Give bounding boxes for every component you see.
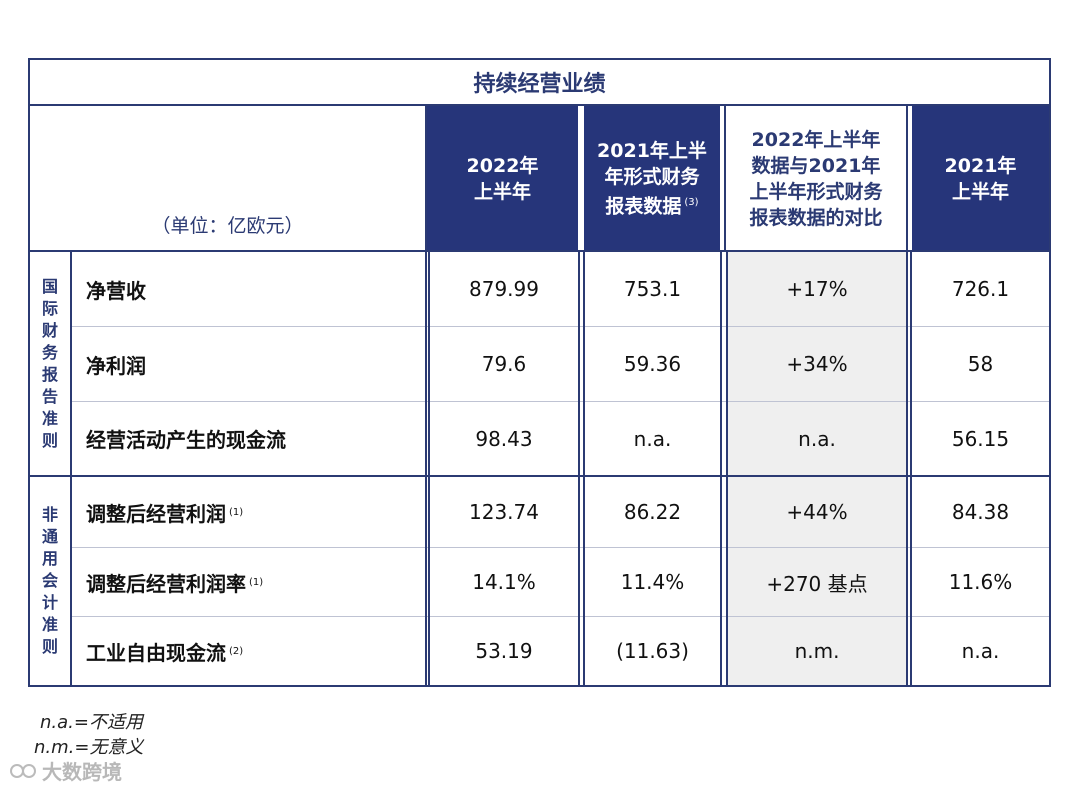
row-label-operating-cash-flow: 经营活动产生的现金流 [86,428,286,452]
cell-value: 879.99 [469,277,539,301]
cell-value: n.a. [961,639,1000,663]
row-footnote: (1) [249,576,264,588]
footnote-nm: n.m.=无意义 [34,737,144,758]
row-footnote: (2) [229,645,244,657]
cell-value: n.a. [798,426,836,451]
row-label-adjusted-operating-profit: 调整后经营利润 (1) [86,501,244,526]
cell-value: 14.1% [472,570,536,594]
watermark: 大数跨境 [10,756,122,785]
header-h1-2021-proforma: 2021年上半 年形式财务 报表数据 (3) [584,106,720,252]
cell-value: (11.63) [616,639,689,663]
header-comparison: 2022年上半年 数据与2021年 上半年形式财务 报表数据的对比 [724,106,908,252]
cell-value: +17% [786,277,848,301]
footnote-na: n.a.=不适用 [40,712,143,733]
cell-value: +44% [786,500,848,524]
cell-value: 53.19 [475,639,533,663]
cell-value: +270 基点 [766,571,868,596]
header-h1-2022: 2022年 上半年 [427,106,578,252]
header-h1-2021: 2021年 上半年 [912,106,1049,252]
cell-value: 726.1 [951,277,1010,301]
row-label-adjusted-operating-margin: 调整后经营利润率 (1) [86,571,264,596]
comparison-column-shade [728,252,908,685]
results-table: 持续经营业绩 （单位：亿欧元） 2022年 上半年 2021年上半 年形式财务 报… [28,58,1051,687]
cell-value: n.m. [794,639,840,663]
unit-label: （单位：亿欧元） [30,106,427,252]
group-label-non-gaap: 非通用会计准则 [41,505,58,656]
cell-value: 84.38 [951,500,1010,524]
cell-value: 123.74 [469,500,539,524]
cell-value: 56.15 [951,426,1010,451]
row-label-net-revenue: 净营收 [86,278,146,303]
cell-value: 59.36 [623,352,682,376]
header-footnote-3: (3) [684,197,699,209]
cell-value: 98.43 [475,426,533,451]
cell-value: +34% [786,352,848,376]
cell-value: 11.4% [620,570,685,594]
group-label-ifrs: 国际财务报告准则 [41,276,58,450]
row-footnote: (1) [229,506,244,518]
row-label-net-profit: 净利润 [86,353,146,378]
cell-value: n.a. [633,426,672,451]
row-label-industrial-free-cash-flow: 工业自由现金流 (2) [86,640,244,665]
cell-value: 753.1 [623,277,682,301]
watermark-logo-icon [10,763,36,778]
cell-value: 86.22 [623,500,682,524]
cell-value: 79.6 [481,352,527,376]
table-title: 持续经营业绩 [30,60,1049,106]
cell-value: 58 [967,352,994,376]
cell-value: 11.6% [948,570,1013,594]
